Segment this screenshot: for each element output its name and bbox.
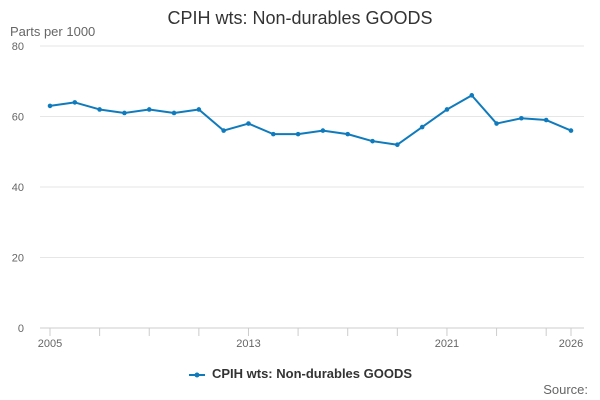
data-point	[122, 110, 127, 116]
x-tick-label: 2005	[38, 338, 62, 350]
x-tick-label: 2021	[435, 338, 459, 350]
x-tick-label: 2026	[559, 338, 583, 350]
legend: CPIH wts: Non-durables GOODS	[0, 366, 600, 381]
data-point	[494, 121, 499, 126]
data-point	[345, 131, 351, 137]
data-point	[444, 107, 450, 112]
data-point	[246, 121, 251, 126]
data-point	[47, 103, 53, 109]
data-point	[270, 131, 276, 137]
gridlines	[40, 45, 584, 329]
series-layer	[47, 93, 574, 147]
data-point	[543, 117, 549, 123]
axis-ticks: 0 20 40 60 80 2005 2013 2021 2026	[12, 41, 583, 350]
y-axis-label: Parts per 1000	[10, 24, 96, 39]
data-point	[295, 131, 301, 137]
y-tick-label: 80	[12, 41, 24, 53]
data-point	[519, 115, 524, 121]
data-point	[370, 138, 375, 144]
data-point	[72, 100, 78, 105]
chart-title: CPIH wts: Non-durables GOODS	[167, 8, 433, 28]
legend-swatch-icon	[188, 372, 205, 378]
data-point	[221, 128, 226, 133]
y-tick-label: 40	[12, 182, 24, 194]
y-tick-label: 20	[12, 253, 24, 265]
x-tick-label: 2013	[236, 338, 260, 350]
data-point	[196, 107, 202, 112]
data-point	[146, 107, 152, 112]
y-tick-label: 60	[12, 112, 24, 124]
data-point	[568, 128, 574, 133]
legend-label: CPIH wts: Non-durables GOODS	[211, 366, 413, 381]
data-point	[419, 124, 425, 130]
series-line	[49, 94, 572, 146]
data-point	[395, 142, 400, 147]
y-tick-label: 0	[18, 323, 24, 335]
data-point	[320, 128, 326, 133]
data-point	[469, 93, 475, 98]
source-label: Source:	[543, 382, 588, 397]
data-point	[97, 107, 102, 112]
data-point	[171, 110, 177, 116]
